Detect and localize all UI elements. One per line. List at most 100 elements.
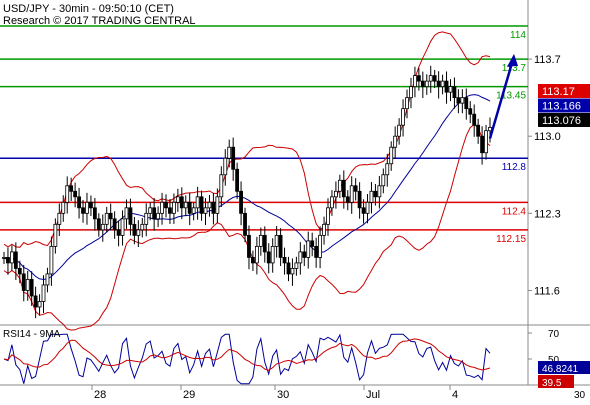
candle-body xyxy=(69,185,74,192)
candle-body xyxy=(187,201,192,214)
time-tick-label: Jul xyxy=(366,389,380,400)
price-tag-label: 113.17 xyxy=(542,86,575,98)
candle-body xyxy=(361,207,366,214)
candle-body xyxy=(6,257,10,264)
level-label-112.4: 112.4 xyxy=(502,206,527,217)
time-tick-label: 29 xyxy=(183,389,195,400)
candle-body xyxy=(440,80,445,88)
candle-body xyxy=(29,279,34,297)
candle-body xyxy=(17,268,22,275)
candle-body xyxy=(128,207,133,225)
candle-body xyxy=(389,146,394,165)
candle-body xyxy=(452,86,457,99)
candle-body xyxy=(322,223,326,236)
price-tag-bg xyxy=(538,113,590,127)
candle-body xyxy=(89,201,93,209)
time-axis: 28 29 30 Jul 4 xyxy=(91,385,458,401)
forecast-arrow-head xyxy=(507,53,518,67)
price-tag-bg xyxy=(538,98,590,113)
price-tick-label: 112.3 xyxy=(534,208,561,220)
chart-title: USD/JPY - 30min - 09:50:10 (CET) xyxy=(3,3,174,15)
candle-body xyxy=(353,185,358,192)
candle-body xyxy=(373,190,378,198)
price-tag-bg xyxy=(538,84,590,98)
candle-body xyxy=(424,80,429,88)
candle-body xyxy=(239,190,243,214)
candle-body xyxy=(428,75,433,82)
candle-body xyxy=(144,212,149,225)
level-label-112.8: 112.8 xyxy=(502,162,527,173)
candle-body xyxy=(53,223,58,247)
rsi-title: RSI14 - 9MA xyxy=(3,329,61,340)
candle-body xyxy=(124,207,129,220)
rsi-tick-label: 30 xyxy=(574,390,586,400)
candle-body xyxy=(57,212,62,225)
candle-body xyxy=(45,273,50,286)
level-label-112.15: 112.15 xyxy=(496,234,526,245)
candle-body xyxy=(341,179,346,198)
candle-body xyxy=(140,223,145,231)
candle-body xyxy=(223,157,228,176)
candle-body xyxy=(191,207,196,214)
candle-body xyxy=(247,234,251,258)
candle-body xyxy=(25,279,30,291)
bollinger-lower xyxy=(3,123,491,331)
candle-body xyxy=(468,108,473,115)
candlesticks xyxy=(2,65,492,319)
candle-body xyxy=(168,207,172,214)
price-tags: 113.17 113.166 113.076 xyxy=(538,84,590,127)
candle-body xyxy=(420,80,425,88)
candle-body xyxy=(357,190,362,209)
candle-body xyxy=(393,135,398,148)
candle-body xyxy=(334,190,338,198)
candle-body xyxy=(416,75,421,82)
candle-body xyxy=(337,179,342,192)
candle-body xyxy=(262,234,267,253)
candle-body xyxy=(448,86,453,93)
candle-body xyxy=(270,245,275,264)
candle-body xyxy=(92,207,97,220)
candle-body xyxy=(365,201,370,214)
candle-body xyxy=(116,229,121,236)
rsi-tag-label: 39.5 xyxy=(542,378,562,389)
candle-body xyxy=(349,185,354,203)
candle-body xyxy=(460,97,465,104)
candle-body xyxy=(456,97,461,104)
level-label-114: 114 xyxy=(510,30,526,41)
candle-body xyxy=(199,196,204,214)
candle-body xyxy=(33,295,38,308)
candle-body xyxy=(10,251,14,264)
rsi-line xyxy=(3,333,491,385)
candle-body xyxy=(136,229,141,236)
candle-body xyxy=(85,201,89,214)
rsi-tag-bg xyxy=(538,361,590,374)
price-tag-label: 113.166 xyxy=(542,101,581,113)
rsi-tick-label: 70 xyxy=(548,329,560,340)
candle-body xyxy=(148,207,153,214)
candle-body xyxy=(488,126,492,132)
candle-body xyxy=(298,251,303,264)
candle-body xyxy=(211,201,216,214)
candle-body xyxy=(405,97,409,110)
level-label-113.45: 113.45 xyxy=(496,91,526,102)
candle-body xyxy=(49,245,54,275)
candle-body xyxy=(175,196,180,203)
candle-body xyxy=(183,201,188,209)
candle-body xyxy=(96,218,101,231)
candle-body xyxy=(294,262,299,269)
candle-body xyxy=(278,234,283,258)
rsi-tag-bg xyxy=(538,375,574,388)
candle-body xyxy=(73,190,78,198)
candle-body xyxy=(314,245,319,258)
candle-body xyxy=(369,190,374,203)
candle-body xyxy=(318,234,322,258)
candle-body xyxy=(65,185,70,203)
price-tick-label: 113.0 xyxy=(534,131,561,143)
price-tag-label: 113.076 xyxy=(542,115,581,127)
candle-body xyxy=(345,196,350,203)
candle-body xyxy=(274,234,279,247)
rsi-tick-label: 50 xyxy=(548,355,560,366)
candle-body xyxy=(381,174,386,187)
candle-body xyxy=(282,257,287,264)
